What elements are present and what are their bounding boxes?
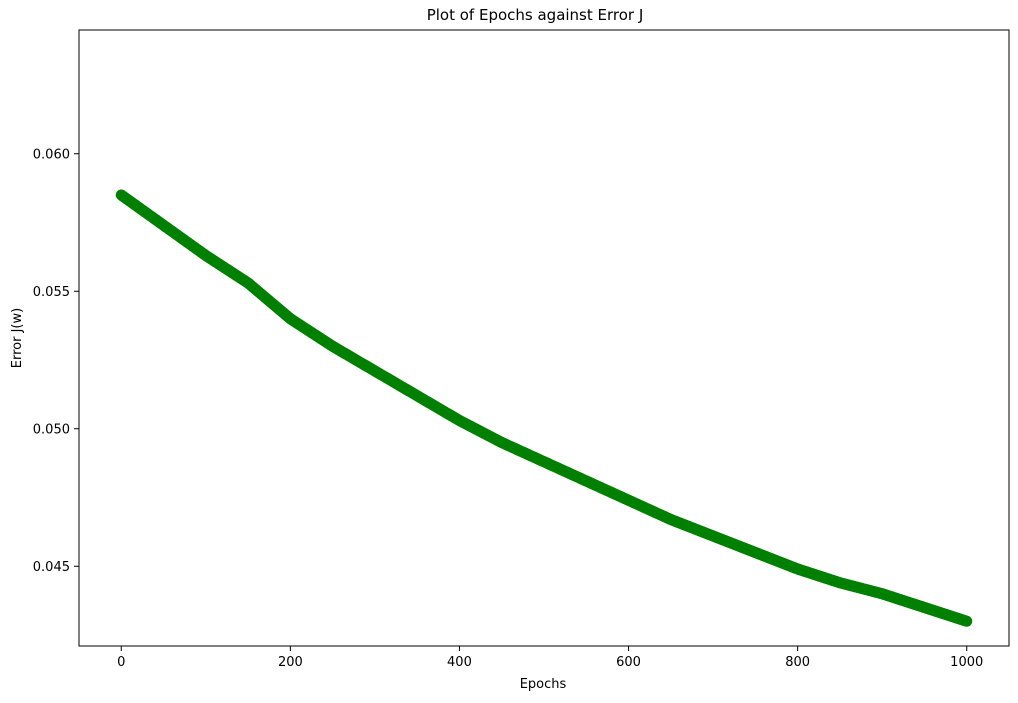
x-tick-label: 200 <box>278 655 303 670</box>
y-tick-label: 0.045 <box>33 560 70 575</box>
axes: 0 200 400 600 800 1000 0.045 0.050 0.055 0.060 <box>33 29 1010 670</box>
x-tick-label: 600 <box>616 655 641 670</box>
plot-frame <box>78 29 1010 647</box>
x-tick-label: 800 <box>785 655 810 670</box>
x-tick-label: 400 <box>447 655 472 670</box>
y-axis-label: Error J(w) <box>10 308 25 368</box>
plot-area <box>115 189 973 627</box>
x-tick-label: 1000 <box>950 655 983 670</box>
chart-title: Plot of Epochs against Error J <box>427 6 644 24</box>
data-point <box>961 615 973 627</box>
x-tick-label: 0 <box>117 655 125 670</box>
y-tick-label: 0.050 <box>33 422 70 437</box>
y-tick-label: 0.055 <box>33 285 70 300</box>
x-axis-label: Epochs <box>520 677 567 692</box>
y-tick-label: 0.060 <box>33 147 70 162</box>
